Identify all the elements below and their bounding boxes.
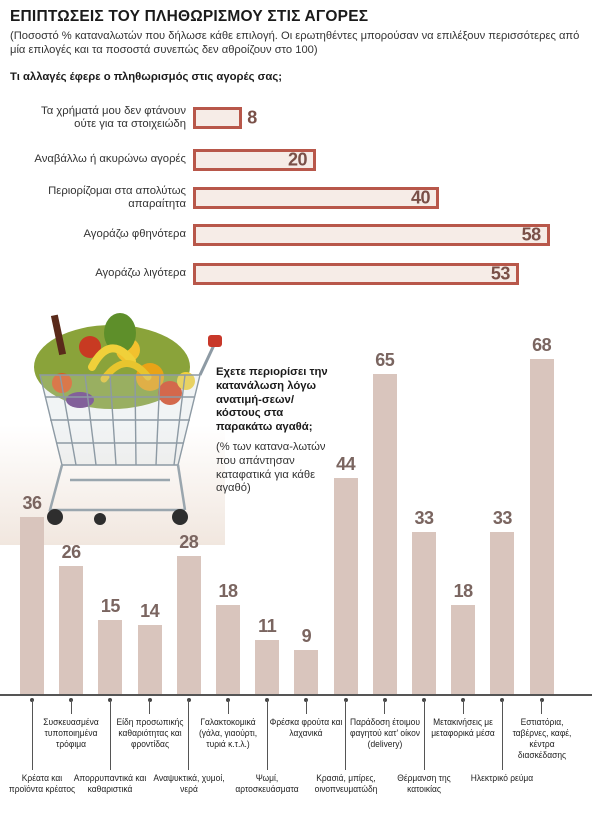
hbar-value: 40 — [410, 187, 431, 208]
vbar-category-label: Γαλακτοκομικά (γάλα, γιαούρτι, τυριά κ.τ… — [198, 716, 258, 749]
leader-line — [462, 700, 464, 714]
leader-line — [188, 700, 190, 770]
vbar — [529, 359, 554, 694]
leader-line — [70, 700, 72, 714]
vbar-category-label: Συσκευασμένα τυποποιημένα τρόφιμα — [43, 716, 99, 749]
leader-line — [305, 700, 307, 714]
vbar — [20, 516, 44, 694]
vbar-value: 15 — [100, 596, 121, 617]
vbar-value: 11 — [258, 615, 277, 636]
x-axis-line — [0, 694, 592, 696]
vbar-value: 14 — [140, 601, 160, 622]
hbar: 40 — [193, 187, 439, 209]
hbar: 8 — [193, 107, 257, 129]
hbar-value: 58 — [521, 224, 542, 245]
vbar — [137, 625, 162, 694]
hbar-label: Αγοράζω φθηνότερα — [83, 228, 186, 241]
page-title: ΕΠΙΠΤΩΣΕΙΣ ΤΟΥ ΠΛΗΘΩΡΙΣΜΟΥ ΣΤΙΣ ΑΓΟΡΕΣ — [10, 8, 369, 25]
vbar-value: 36 — [22, 492, 42, 513]
vbar-value: 18 — [453, 581, 474, 602]
vbar-value: 26 — [61, 542, 82, 563]
vbar-value: 65 — [375, 350, 395, 371]
vbar-category-label: Κρασιά, μπίρες, οινοπνευματώδη — [314, 772, 377, 794]
vbar — [59, 566, 84, 694]
vbar — [98, 620, 123, 694]
vbar — [176, 556, 201, 694]
hbar-value: 8 — [247, 107, 257, 128]
vbar — [216, 605, 240, 694]
vbar-category-label: Είδη προσωπικής καθαριότητας και φροντίδ… — [116, 716, 184, 749]
vbar-value: 33 — [492, 507, 513, 528]
hbar-value: 53 — [490, 263, 511, 284]
vbar-category-label: Αναψυκτικά, χυμοί, νερά — [153, 772, 225, 794]
vbar-category-label: Μετακινήσεις με μεταφορικά μέσα — [431, 716, 495, 738]
hbar-label: Τα χρήματά μου δεν φτάνουν ούτε για τα σ… — [41, 104, 186, 131]
hbar-chart-title: Τι αλλαγές έφερε ο πληθωρισμός στις αγορ… — [10, 71, 282, 83]
vbar-category-label: Παράδοση έτοιμου φαγητού κατ' οίκον (del… — [349, 716, 420, 749]
vbar — [412, 531, 436, 694]
vbar-value: 44 — [336, 453, 356, 474]
leader-line — [541, 700, 543, 714]
leader-line — [345, 700, 347, 770]
vbar-category-label: Ψωμί, αρτοσκευάσματα — [235, 772, 299, 794]
vbar — [490, 531, 515, 694]
shopping-cart-illustration — [0, 313, 225, 545]
vbar — [333, 477, 358, 694]
hbar-label: Αγοράζω λιγότερα — [95, 267, 186, 280]
leader-line — [149, 700, 151, 714]
leader-line — [423, 700, 425, 770]
vbar-category-label: Φρέσκα φρούτα και λαχανικά — [270, 716, 343, 738]
leader-line — [109, 700, 111, 770]
leader-line — [384, 700, 386, 714]
hbar: 58 — [193, 224, 550, 246]
vbar — [294, 649, 319, 694]
leader-line — [501, 700, 503, 770]
page-subtitle: (Ποσοστό % καταναλωτών που δήλωσε κάθε ε… — [10, 30, 580, 56]
hbar-label: Αναβάλλω ή ακυρώνω αγορές — [34, 153, 186, 166]
vbar-category-label: Κρέατα και προϊόντα κρέατος — [8, 772, 76, 794]
vbar-value: 9 — [301, 625, 312, 646]
hbar-label: Περιορίζομαι στα απολύτως απαραίτητα — [48, 184, 186, 211]
hbar: 53 — [193, 263, 519, 285]
leader-line — [266, 700, 268, 770]
vbar-value: 33 — [414, 507, 434, 528]
vbar-value: 28 — [179, 532, 199, 553]
vbar — [451, 605, 476, 694]
hbar-value: 20 — [287, 149, 308, 170]
vbar-category-label: Θέρμανση της κατοικίας — [397, 772, 451, 794]
vbar-chart-note: (% των κατανα-λωτών που απάντησαν καταφα… — [216, 441, 326, 495]
hbar: 20 — [193, 149, 316, 171]
leader-line — [31, 700, 33, 770]
vbar-chart-title: Εχετε περιορίσει την κατανάλωση λόγω ανα… — [216, 366, 328, 434]
vbar-category-label: Εστιατόρια, ταβέρνες, καφέ, κέντρα διασκ… — [512, 716, 571, 760]
vbar-category-label: Απορρυπαντικά και καθαριστικά — [74, 772, 147, 794]
vbar-category-label: Ηλεκτρικό ρεύμα — [471, 772, 534, 783]
vbar — [255, 639, 280, 694]
vbar-value: 68 — [532, 335, 552, 356]
vbar — [372, 374, 397, 694]
leader-line — [227, 700, 229, 714]
vbar-value: 18 — [218, 581, 238, 602]
